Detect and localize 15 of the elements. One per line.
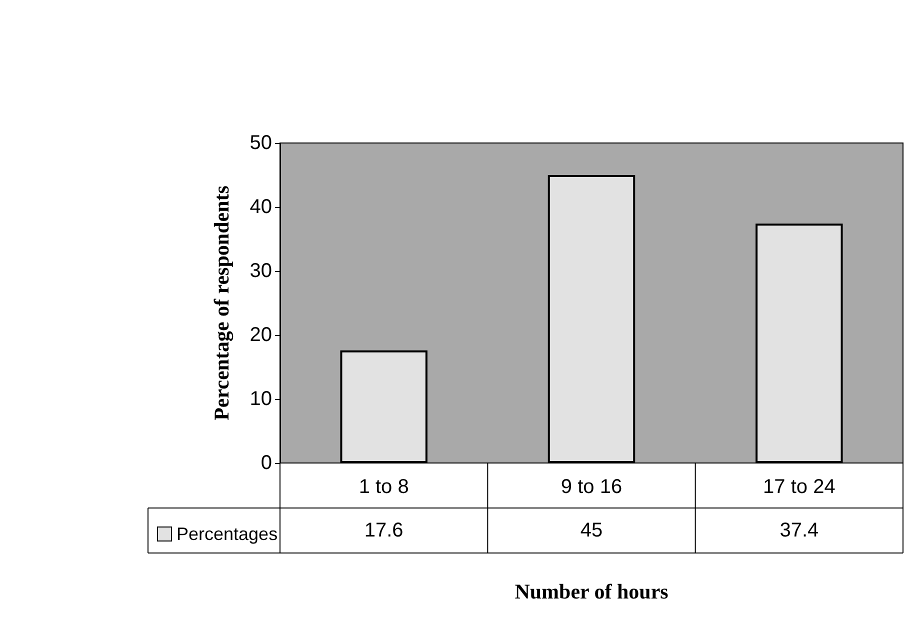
y-tick-label: 0 — [260, 452, 272, 474]
y-tick-label: 20 — [250, 324, 272, 346]
y-tick-label: 30 — [250, 260, 272, 282]
x-axis-title: Number of hours — [514, 580, 668, 604]
data-label: 17.6 — [364, 520, 404, 542]
legend-label: Percentages — [176, 524, 278, 544]
y-tick-label: 40 — [250, 196, 272, 218]
x-tick-label: 17 to 24 — [763, 476, 836, 498]
y-tick-label: 10 — [250, 388, 272, 410]
x-tick-label: 1 to 8 — [358, 476, 409, 498]
data-label: 37.4 — [780, 520, 819, 542]
x-tick-label: 9 to 16 — [560, 476, 622, 498]
y-tick-label: 50 — [250, 132, 272, 154]
y-axis-title: Percentage of respondents — [210, 186, 234, 420]
data-label: 45 — [580, 520, 603, 542]
